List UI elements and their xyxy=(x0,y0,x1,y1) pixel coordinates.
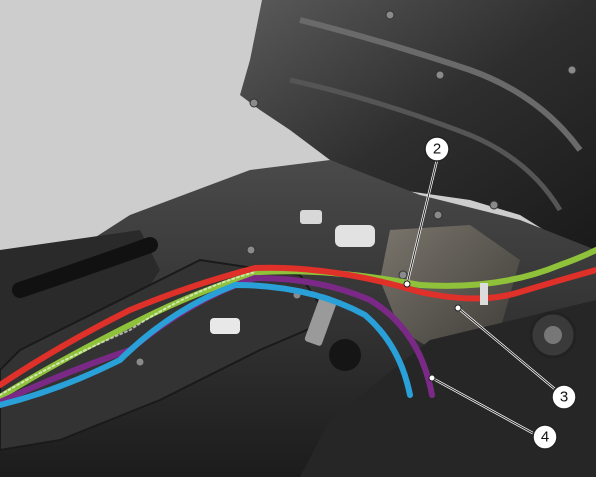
linkage-bushing-center xyxy=(544,326,562,344)
white-connector xyxy=(210,318,240,334)
callout-3: 3 xyxy=(551,384,577,410)
callout-2: 2 xyxy=(424,136,450,162)
tank-cover-rib xyxy=(289,77,563,212)
tank-cover-rib xyxy=(299,17,583,152)
cable-clamp xyxy=(480,283,488,305)
sensor-plug xyxy=(329,339,361,371)
white-connector xyxy=(300,210,322,224)
leader-lines-core xyxy=(406,159,563,438)
callout-2-label: 2 xyxy=(433,141,441,158)
lower-frame-right xyxy=(300,300,596,477)
cable-routes xyxy=(0,247,596,408)
callout-4: 4 xyxy=(532,424,558,450)
mounting-bracket xyxy=(304,294,338,346)
purple-cable xyxy=(0,274,435,405)
hidden-cable-section xyxy=(0,271,256,396)
callout-3-label: 3 xyxy=(560,389,568,406)
white-connector xyxy=(335,225,375,247)
tank-cover xyxy=(240,0,596,250)
harness-sleeve xyxy=(12,237,158,298)
red-cable xyxy=(0,264,596,388)
bolts xyxy=(135,10,577,367)
callout-4-label: 4 xyxy=(541,429,549,446)
metal-housing xyxy=(380,225,520,360)
blue-cable xyxy=(0,281,413,408)
leader-dots xyxy=(403,280,462,382)
